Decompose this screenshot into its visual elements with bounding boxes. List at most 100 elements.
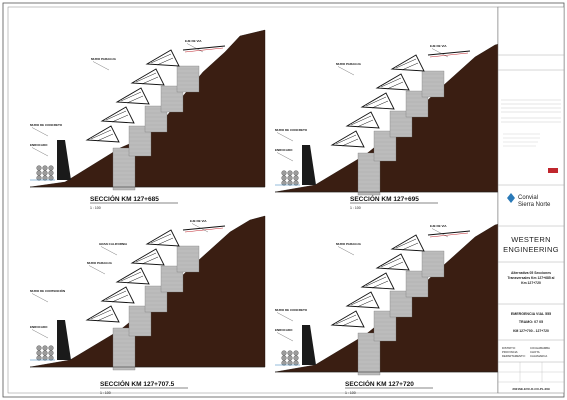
umbrella-wall-brace xyxy=(105,110,129,123)
umbrella-wall-brace xyxy=(350,115,374,128)
section-drawing: EJE DE VIA MURO PARAGUA MURO DE CONCRETO EN… xyxy=(29,29,266,191)
section-drawing: EJE DE VIA MURO PARAGUA MURO DE CONCRETO EN… xyxy=(274,40,511,196)
title-block: Convial Sierra Norte WESTERN ENGINEERING… xyxy=(497,6,565,394)
riprap-stone xyxy=(287,360,293,366)
leader-line xyxy=(276,312,294,322)
riprap-stone xyxy=(36,165,42,171)
concrete-wall xyxy=(57,320,71,360)
gabion-block xyxy=(357,332,381,376)
umbrella-wall-brace xyxy=(150,233,174,246)
umbrella-wall-brace xyxy=(365,96,389,109)
umbrella-wall-truss xyxy=(330,310,365,328)
section-annotation: MURO PARAGUA xyxy=(91,57,117,61)
section-annotation: ENROCADO xyxy=(30,143,48,147)
riprap-stone xyxy=(48,355,54,361)
leader-line xyxy=(276,132,294,142)
riprap-stone xyxy=(36,350,42,356)
riprap-stone xyxy=(293,170,299,176)
section-title: SECCIÓN KM 127+720 xyxy=(345,379,414,388)
gabion-block xyxy=(421,70,445,98)
location-value-1: COCHABAMBA xyxy=(530,346,550,350)
riprap-stone xyxy=(36,345,42,351)
riprap-stone xyxy=(293,360,299,366)
leader-line xyxy=(337,66,355,76)
road-centerline-mark xyxy=(429,52,469,58)
gabion-block xyxy=(112,327,136,371)
section-title: SECCIÓN KM 127+707.5 xyxy=(100,379,175,388)
riprap-stone xyxy=(281,360,287,366)
section-annotation: GRAN CALIFORNIA xyxy=(99,242,128,246)
umbrella-wall-brace xyxy=(365,276,389,289)
leader-line xyxy=(31,147,49,157)
gabion-block xyxy=(389,290,413,318)
umbrella-wall-truss xyxy=(345,291,380,309)
revision-table xyxy=(501,99,561,123)
leader-line xyxy=(276,332,294,342)
umbrella-wall-truss xyxy=(115,87,150,105)
section-drawing: EJE DE VIA MURO PARAGUA MURO DE CONCRETO EN… xyxy=(274,220,511,376)
riprap-stone xyxy=(287,170,293,176)
umbrella-wall-brace xyxy=(90,309,114,322)
umbrella-wall-brace xyxy=(120,271,144,284)
location-value-2: CHOTA xyxy=(530,350,540,354)
km-range: KM 127+700 - 127+720 xyxy=(513,329,549,333)
description-line-2: Transversales Km 127+685 al xyxy=(507,276,554,280)
section-annotation: MURO DE CONCRETO xyxy=(275,308,308,312)
riprap-stone xyxy=(48,170,54,176)
section-scale: 1 : 100 xyxy=(100,391,111,395)
umbrella-wall-brace xyxy=(395,58,419,71)
riprap-stone xyxy=(42,175,48,181)
riprap-stone xyxy=(48,350,54,356)
road-platform xyxy=(427,230,471,236)
gabion-block xyxy=(421,250,445,278)
riprap-stone xyxy=(48,165,54,171)
riprap-stone xyxy=(293,350,299,356)
company-name-line-1: WESTERN xyxy=(511,235,551,244)
gabion-block xyxy=(160,265,184,293)
road-centerline-mark xyxy=(429,232,469,238)
umbrella-wall-brace xyxy=(105,290,129,303)
riprap-stone xyxy=(42,170,48,176)
riprap-stone xyxy=(42,350,48,356)
riprap-stone xyxy=(36,170,42,176)
umbrella-wall-truss xyxy=(360,272,395,290)
leader-line xyxy=(88,265,106,275)
location-label-1: DISTRITO: xyxy=(502,346,516,350)
section-drawing: EJE DE VIA GRAN CALIFORNIA MURO PARAGUA MUR… xyxy=(29,215,266,371)
umbrella-wall-brace xyxy=(335,134,359,147)
concrete-wall xyxy=(302,325,316,365)
drawing-number: 2021SE-EVC-D-CO-PL-009 xyxy=(512,387,550,391)
umbrella-wall-brace xyxy=(135,252,159,265)
leader-line xyxy=(191,223,209,233)
umbrella-wall-truss xyxy=(390,234,425,252)
umbrella-wall-brace xyxy=(90,129,114,142)
riprap-stone xyxy=(293,355,299,361)
institution-logo xyxy=(548,168,558,173)
riprap-stone xyxy=(281,350,287,356)
tramo-label: TRAMO: 07 05 xyxy=(519,320,543,324)
section-annotation: EJE DE VIA xyxy=(185,39,202,43)
gabion-block xyxy=(357,152,381,196)
riprap-stone xyxy=(287,355,293,361)
section-scale: 1 : 100 xyxy=(350,206,361,210)
umbrella-wall-truss xyxy=(360,92,395,110)
gabion-block xyxy=(389,110,413,138)
section-annotation: MURO DE CONCRETO xyxy=(30,123,63,127)
umbrella-wall-truss xyxy=(375,73,410,91)
road-centerline-mark xyxy=(184,47,224,53)
leader-line xyxy=(31,127,49,137)
riprap-stone xyxy=(281,355,287,361)
riprap-stone xyxy=(287,180,293,186)
company-name-line-2: ENGINEERING xyxy=(503,245,559,254)
umbrella-wall-truss xyxy=(100,106,135,124)
umbrella-wall-brace xyxy=(335,314,359,327)
section-annotation: EJE DE VIA xyxy=(430,44,447,48)
riprap-stone xyxy=(293,175,299,181)
riprap-stone xyxy=(287,350,293,356)
riprap-stone xyxy=(48,345,54,351)
umbrella-wall-brace xyxy=(150,53,174,66)
umbrella-wall-truss xyxy=(85,305,120,323)
description-line-1: Alternativa 05 Secciones xyxy=(511,271,551,275)
umbrella-wall-brace xyxy=(380,257,404,270)
section-annotation: MURO PARAGUA xyxy=(87,261,113,265)
